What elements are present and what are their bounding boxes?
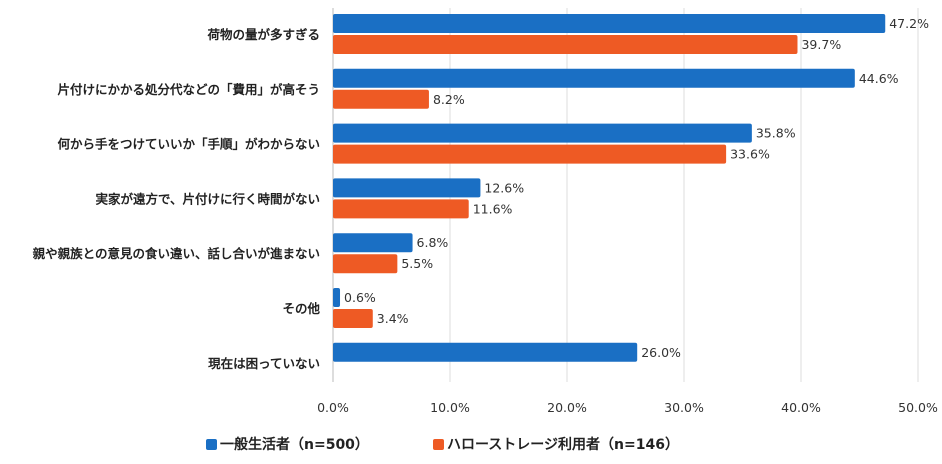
bar-series-1 <box>333 178 481 198</box>
bar-series-1 <box>333 288 341 307</box>
data-label-series-1: 0.6% <box>344 290 376 305</box>
bar-series-1 <box>333 233 413 253</box>
legend-label-series-1: 一般生活者（n=500） <box>220 437 369 453</box>
category-label: その他 <box>282 301 320 316</box>
category-labels: 荷物の量が多すぎる片付けにかかる処分代などの「費用」が高そう何から手をつけていい… <box>33 27 321 371</box>
data-label-series-2: 33.6% <box>730 147 770 162</box>
bar-series-2 <box>333 89 429 109</box>
legend-label-series-2: ハローストレージ利用者（n=146） <box>447 437 679 453</box>
bars <box>333 14 886 362</box>
legend-item-series-2: ハローストレージ利用者（n=146） <box>433 434 679 454</box>
bar-series-1 <box>333 14 886 33</box>
bar-series-2 <box>333 35 798 54</box>
bar-series-1 <box>333 342 638 362</box>
data-label-series-2: 3.4% <box>377 311 409 326</box>
category-label: 荷物の量が多すぎる <box>206 27 320 42</box>
data-label-series-1: 44.6% <box>859 71 899 86</box>
legend: 一般生活者（n=500） ハローストレージ利用者（n=146） <box>0 434 942 460</box>
data-label-series-1: 47.2% <box>889 16 929 31</box>
category-label: 片付けにかかる処分代などの「費用」が高そう <box>57 82 320 97</box>
data-label-series-2: 8.2% <box>433 92 465 107</box>
x-tick-labels: 0.0% 10.0% 20.0% 30.0% 40.0% 50.0% <box>317 400 938 415</box>
category-label: 親や親族との意見の食い違い、話し合いが進まない <box>33 246 320 261</box>
x-tick-label: 0.0% <box>317 400 349 415</box>
x-tick-label: 20.0% <box>547 400 587 415</box>
bar-series-1 <box>333 123 752 143</box>
x-tick-label: 40.0% <box>781 400 821 415</box>
bar-series-2 <box>333 144 727 164</box>
data-label-series-1: 12.6% <box>484 180 524 195</box>
bar-series-2 <box>333 309 373 328</box>
category-label: 現在は困っていない <box>208 356 320 371</box>
data-label-series-1: 35.8% <box>756 126 796 141</box>
category-label: 実家が遠方で、片付けに行く時間がない <box>95 191 320 206</box>
data-label-series-1: 6.8% <box>417 235 449 250</box>
data-labels: 47.2% 39.7% 44.6% 8.2% 35.8% 33.6% 12.6% 11.6% 6… <box>344 16 929 360</box>
data-label-series-1: 26.0% <box>641 345 681 360</box>
legend-item-series-1: 一般生活者（n=500） <box>206 434 369 454</box>
bar-chart: 荷物の量が多すぎる片付けにかかる処分代などの「費用」が高そう何から手をつけていい… <box>33 8 938 415</box>
data-label-series-2: 39.7% <box>801 37 841 52</box>
bar-series-1 <box>333 68 855 88</box>
data-label-series-2: 5.5% <box>401 256 433 271</box>
x-tick-label: 10.0% <box>430 400 470 415</box>
category-label: 何から手をつけていいか「手順」がわからない <box>57 137 320 152</box>
data-label-series-2: 11.6% <box>473 201 513 216</box>
bar-series-2 <box>333 254 398 274</box>
legend-swatch-series-2 <box>433 438 444 450</box>
x-tick-label: 30.0% <box>664 400 704 415</box>
x-tick-label: 50.0% <box>898 400 938 415</box>
bar-series-2 <box>333 199 469 219</box>
legend-swatch-series-1 <box>206 438 217 450</box>
